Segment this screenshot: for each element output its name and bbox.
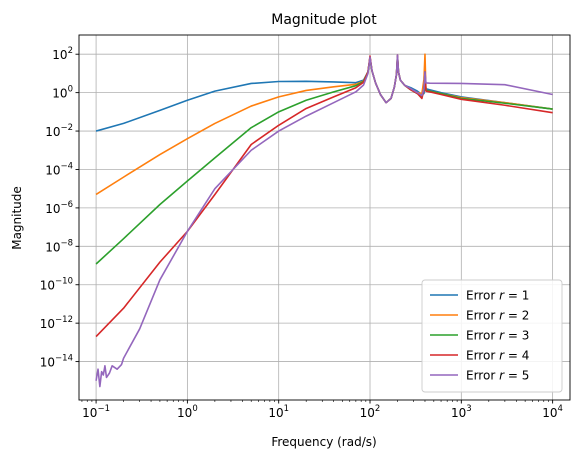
y-tick-label: 10−6	[45, 200, 73, 216]
y-tick-label: 10−12	[40, 315, 73, 331]
legend-label-r2: Error r = 2	[466, 309, 529, 323]
series-line-r5	[95, 54, 553, 388]
y-tick-label: 10−4	[45, 161, 73, 177]
legend-label-r4: Error r = 4	[466, 349, 529, 363]
x-tick-label: 103	[451, 404, 472, 420]
grid-lines	[79, 35, 570, 400]
x-tick-label: 104	[542, 404, 563, 420]
legend-label-r5: Error r = 5	[466, 369, 529, 383]
y-tick-label: 10−10	[40, 277, 73, 293]
plot-frame	[78, 34, 571, 401]
y-tick-label: 10−8	[45, 238, 73, 254]
x-axis-label: Frequency (rad/s)	[271, 435, 376, 449]
chart-title: Magnitude plot	[271, 12, 377, 28]
y-tick-label: 10−14	[40, 354, 73, 370]
y-tick-label: 100	[52, 85, 73, 101]
x-tick-label: 101	[268, 404, 289, 420]
x-tick-label: 102	[360, 404, 381, 420]
legend-label-r3: Error r = 3	[466, 329, 529, 343]
y-tick-label: 10−2	[45, 123, 73, 139]
legend-box	[421, 279, 563, 393]
x-tick-label: 10−1	[82, 404, 110, 420]
legend: Error r = 1 Error r = 2 Error r = 3 Error r…	[421, 279, 563, 393]
axis-ticks: 10−1 100 101 102 103 104 10−14 10−12 10−10 10−8 10…	[40, 46, 563, 420]
y-axis-label: Magnitude	[10, 186, 24, 250]
plot-series	[95, 53, 553, 388]
legend-label-r1: Error r = 1	[466, 289, 529, 303]
y-tick-label: 102	[52, 46, 73, 62]
x-tick-label: 100	[177, 404, 198, 420]
series-line-r2	[95, 53, 553, 196]
